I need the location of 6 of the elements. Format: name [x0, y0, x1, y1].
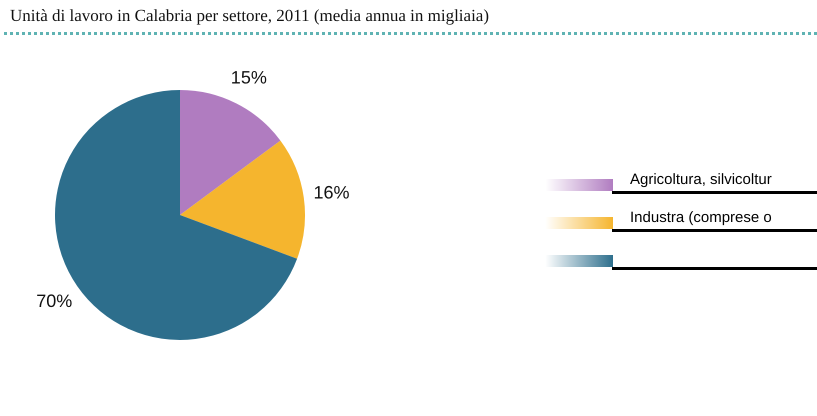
data-label: 16%	[313, 182, 350, 203]
chart-title: Unità di lavoro in Calabria per settore, 2011 (media annua in migliaia)	[10, 6, 489, 26]
legend-label: Industra (comprese o	[630, 209, 772, 226]
data-label: 15%	[230, 67, 267, 88]
legend-label: Agricoltura, silvicoltur	[630, 171, 772, 188]
data-label: 70%	[36, 291, 72, 312]
